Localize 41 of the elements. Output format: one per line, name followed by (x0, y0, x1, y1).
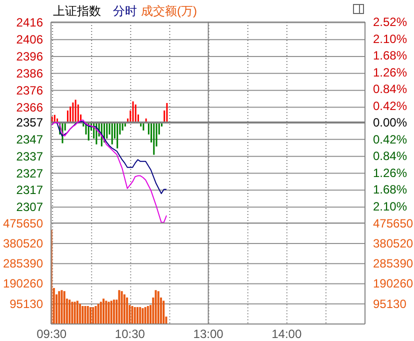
text: 分时 (113, 3, 137, 20)
y2-tick-label: 95130 (373, 296, 407, 311)
y-tick-label: 2386 (16, 66, 44, 80)
y-tick-label: 2307 (16, 200, 44, 214)
y-tick-label: 2376 (16, 83, 44, 98)
y2-tick-label: 1.68% (373, 48, 408, 62)
x-tick-label: 14:00 (272, 327, 302, 341)
y2-tick-label: 285390 (373, 256, 414, 271)
x-tick-label: 10:30 (114, 327, 146, 341)
y-tick-label: 2366 (16, 100, 44, 114)
chart-title: 上证指数 (53, 3, 101, 20)
y2-tick-label: 2.10% (373, 32, 408, 46)
y2-tick-label: 380520 (373, 236, 414, 250)
text: 成交额(万) (141, 3, 197, 20)
y2-tick-label: 0.42% (373, 98, 408, 113)
y2-tick-label: 0.00% (373, 116, 408, 130)
y-tick-label: 380520 (2, 236, 44, 250)
y-tick-label: 2416 (16, 16, 44, 30)
y-tick-label: 2347 (16, 132, 44, 146)
y-tick-label: 2406 (16, 32, 44, 47)
y2-tick-label: 1.26% (373, 166, 408, 180)
y-tick-label: 2317 (16, 183, 44, 198)
y2-tick-label: 0.42% (373, 132, 408, 146)
y2-tick-label: 0.84% (373, 149, 408, 163)
y2-tick-label: 1.26% (373, 65, 408, 80)
y-tick-label: 190260 (2, 276, 44, 291)
y2-tick-label: 2.52% (373, 15, 408, 29)
y-tick-label: 475650 (2, 216, 44, 230)
y2-tick-label: 475650 (373, 216, 414, 230)
y-tick-label: 2396 (16, 50, 44, 64)
y2-tick-label: 0.84% (373, 82, 408, 96)
y2-tick-label: 2.10% (373, 199, 408, 214)
y2-tick-label: 190260 (373, 276, 414, 291)
y-tick-label: 2337 (16, 149, 44, 164)
y-tick-label: 2357 (16, 116, 44, 130)
x-tick-label: 13:00 (193, 327, 224, 341)
y2-tick-label: 1.68% (373, 182, 408, 196)
x-tick-label: 09:30 (36, 327, 67, 341)
y-tick-label: 2327 (16, 166, 44, 180)
y-tick-label: 285390 (2, 256, 44, 271)
y-tick-label: 95130 (10, 296, 44, 311)
